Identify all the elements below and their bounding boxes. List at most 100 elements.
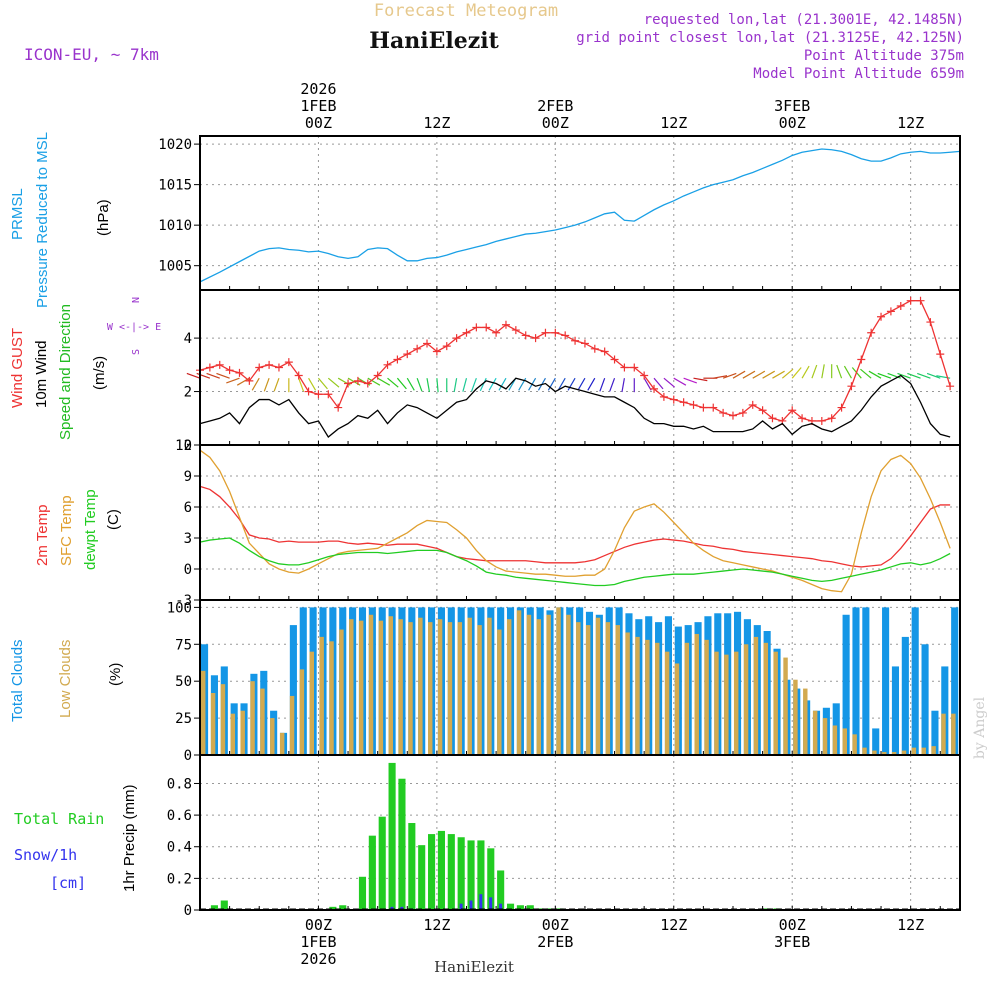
- gust-marker: [353, 376, 362, 385]
- low-cloud-bar: [655, 642, 660, 755]
- gust-marker: [531, 334, 540, 343]
- y-tick-label: 1005: [158, 259, 192, 275]
- gust-marker: [877, 312, 886, 321]
- wind-direction-arrow: [308, 377, 317, 391]
- low-cloud-bar: [240, 710, 245, 755]
- gust-marker: [423, 339, 432, 348]
- top-date-label: 12Z: [423, 114, 450, 132]
- series-10m-wind: [199, 374, 951, 438]
- legend-prmsl: PRMSL: [9, 188, 26, 240]
- low-cloud-bar: [566, 614, 571, 755]
- gust-marker: [501, 320, 510, 329]
- low-cloud-bar: [872, 750, 877, 755]
- gust-marker: [679, 398, 688, 407]
- temp-unit: (C): [105, 509, 122, 530]
- wind-direction-arrow: [396, 377, 407, 390]
- low-cloud-bar: [477, 625, 482, 755]
- gust-marker: [235, 368, 244, 377]
- wind-direction-arrow: [216, 372, 230, 379]
- rain-bar: [339, 905, 347, 910]
- bottom-date-label: 2FEB: [537, 933, 573, 951]
- low-cloud-bar: [556, 607, 561, 755]
- gust-marker: [205, 363, 214, 372]
- gust-marker: [541, 328, 550, 337]
- gust-marker: [274, 363, 283, 372]
- gust-marker: [403, 350, 412, 359]
- low-cloud-bar: [901, 750, 907, 755]
- panel-frame: [199, 135, 961, 291]
- bottom-date-label: 2026: [300, 950, 336, 968]
- location-title: HaniElezit: [369, 28, 499, 54]
- wind-direction-arrow: [917, 372, 931, 379]
- gust-marker: [640, 371, 649, 380]
- panel-clouds: 0 25 50 75 100: [167, 599, 961, 764]
- rain-bar: [506, 903, 515, 910]
- wind-direction-arrow: [752, 370, 766, 379]
- legend-snow-unit: [cm]: [50, 874, 86, 892]
- snow-bar: [479, 894, 483, 910]
- gust-marker: [571, 336, 580, 345]
- legend-sfc-temp: SFC Temp: [58, 495, 75, 566]
- gust-marker: [867, 328, 876, 337]
- series-prmsl: [199, 148, 961, 283]
- wind-unit: (m/s): [91, 356, 108, 390]
- bottom-date-label: 00Z: [542, 916, 569, 934]
- top-date-label: 00Z: [779, 114, 806, 132]
- snow-bar: [469, 900, 473, 910]
- info-model-altitude: Model Point Altitude 659m: [753, 66, 964, 82]
- credit-watermark: by Angel: [972, 696, 988, 759]
- wind-direction-arrow: [406, 377, 415, 391]
- y-tick-label: 9: [184, 469, 192, 485]
- cloud-unit: (%): [107, 663, 124, 686]
- gust-marker: [847, 382, 856, 391]
- low-cloud-bar: [437, 619, 443, 755]
- total-cloud-bar: [951, 607, 959, 755]
- wind-direction-arrow: [462, 378, 468, 392]
- rain-bar: [388, 762, 396, 910]
- bottom-date-label: 1FEB: [300, 933, 336, 951]
- gust-marker: [817, 416, 826, 425]
- wind-direction-arrow: [621, 378, 626, 393]
- total-cloud-bar: [842, 614, 850, 755]
- low-cloud-bar: [309, 651, 315, 755]
- gust-marker: [709, 403, 718, 412]
- gust-marker: [344, 379, 353, 388]
- rain-bar: [457, 837, 465, 910]
- gust-marker: [719, 408, 728, 417]
- wind-direction-arrow: [836, 364, 843, 379]
- low-cloud-bar: [358, 620, 364, 755]
- low-cloud-bar: [408, 622, 413, 755]
- gust-marker: [304, 387, 313, 396]
- rain-bar: [487, 848, 495, 910]
- low-cloud-bar: [674, 663, 680, 755]
- gust-marker: [492, 328, 501, 337]
- compass-south: S: [131, 349, 142, 355]
- y-tick-label: -3: [175, 593, 192, 609]
- y-tick-label: 1015: [158, 178, 192, 194]
- gust-marker: [837, 403, 846, 412]
- wind-direction-arrow: [547, 377, 556, 391]
- low-cloud-bar: [921, 747, 926, 755]
- wind-direction-arrow: [471, 377, 477, 392]
- low-cloud-bar: [664, 651, 670, 755]
- low-cloud-bar: [724, 654, 729, 755]
- wind-direction-arrow: [742, 370, 756, 379]
- model-label: ICON-EU, ~ 7km: [24, 45, 159, 64]
- low-cloud-bar: [250, 681, 255, 755]
- rain-bar: [210, 905, 218, 910]
- faded-title: Forecast Meteogram: [374, 1, 558, 21]
- wind-direction-arrow: [298, 377, 305, 392]
- wind-direction-arrow: [206, 372, 220, 379]
- low-cloud-bar: [270, 718, 275, 755]
- wind-direction-arrow: [426, 378, 431, 393]
- y-tick-label: 0.4: [167, 840, 192, 856]
- wind-direction-arrow: [196, 372, 211, 379]
- wind-direction-arrow: [713, 375, 728, 379]
- low-cloud-bar: [289, 695, 295, 755]
- low-cloud-bar: [783, 657, 788, 755]
- low-cloud-bar: [398, 619, 403, 755]
- gust-marker: [728, 411, 737, 420]
- y-tick-label: 0.6: [167, 808, 192, 824]
- total-cloud-bar: [931, 710, 939, 755]
- gust-marker: [827, 414, 836, 423]
